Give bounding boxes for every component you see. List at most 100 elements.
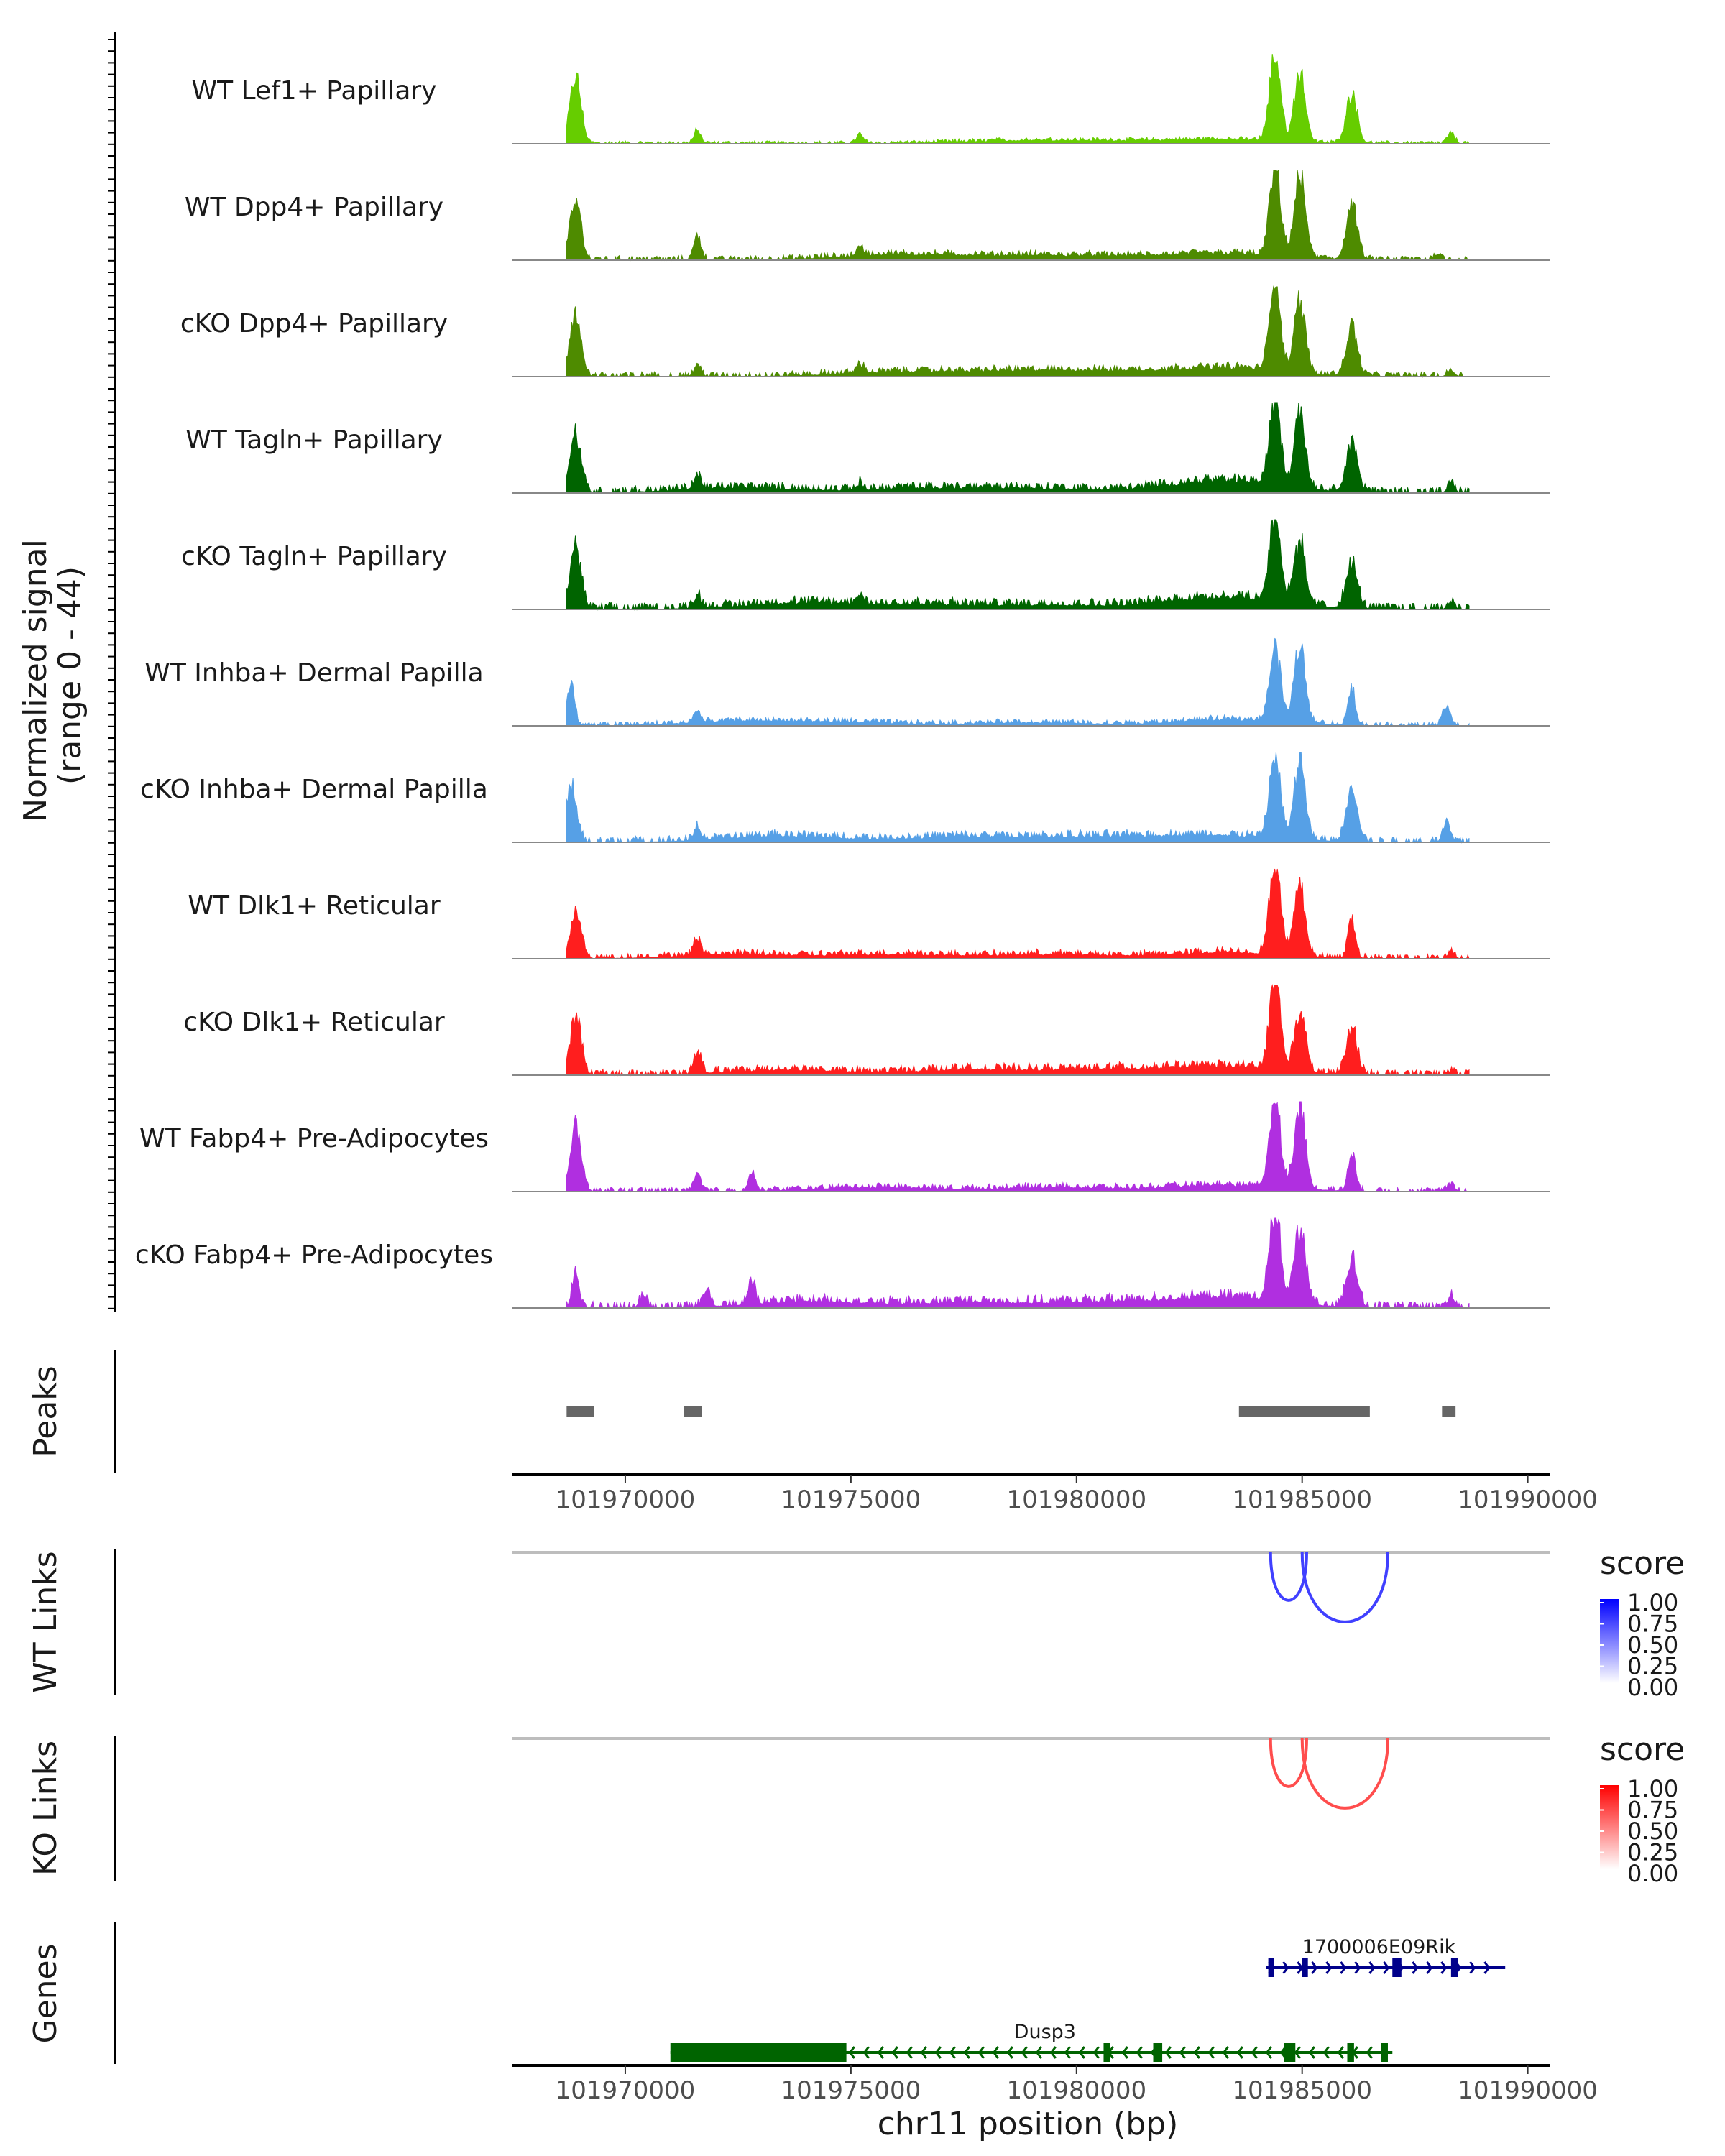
strand-chevron (1297, 1961, 1304, 1974)
coverage-track: WT Tagln+ Papillary (185, 402, 1550, 494)
coverage-area (566, 1101, 1469, 1193)
x-axis-tick-label: 101990000 (1458, 2076, 1598, 2105)
strand-chevron (1078, 2046, 1085, 2059)
peaks-panel: Peaks 101970000 101975000 101980000 1019850… (27, 1350, 1598, 1514)
peak-interval (1238, 1406, 1370, 1417)
gene-model: 1700006E09Rik (1266, 1936, 1506, 1977)
coverage-y-axis-title: Normalized signal (range 0 - 44) (17, 529, 88, 822)
gene-models: 1700006E09Rik Dusp3 (670, 1936, 1506, 2062)
coverage-track-label: cKO Dlk1+ Reticular (183, 1008, 445, 1037)
links-legend-tick-label: 1.00 (1627, 1589, 1678, 1616)
strand-chevron (1049, 2046, 1057, 2059)
coverage-track: WT Fabp4+ Pre-Adipocytes (139, 1101, 1550, 1193)
x-axis-tick-label: 101975000 (781, 2076, 921, 2105)
link-arc (1300, 1552, 1389, 1623)
links-legend-tick-label: 0.50 (1627, 1631, 1678, 1659)
x-axis-tick-label: 101970000 (556, 2076, 696, 2105)
strand-chevron (1337, 2046, 1344, 2059)
strand-chevron (1251, 2046, 1258, 2059)
link-arc (1300, 1738, 1389, 1810)
strand-chevron (906, 2046, 913, 2059)
coverage-track: WT Inhba+ Dermal Papilla (144, 637, 1550, 727)
coverage-track-label: cKO Fabp4+ Pre-Adipocytes (135, 1240, 493, 1270)
links-legend-colorbar (1600, 1785, 1619, 1869)
strand-chevron (1035, 2046, 1042, 2059)
gene-exon (1153, 2043, 1163, 2062)
strand-chevron (1368, 1961, 1376, 1974)
strand-chevron (1193, 2046, 1200, 2059)
x-axis-title: chr11 position (bp) (878, 2106, 1179, 2142)
coverage-track: WT Dlk1+ Reticular (188, 868, 1550, 960)
x-axis-tick-label: 101980000 (1006, 2076, 1146, 2105)
strand-chevron (1426, 1961, 1433, 1974)
links-panel-label: WT Links (27, 1551, 64, 1692)
genes-x-axis: 101970000 101975000 101980000 101985000 1019… (512, 2064, 1598, 2105)
peak-interval (684, 1406, 702, 1417)
links-legend-tick-label: 0.75 (1627, 1797, 1678, 1824)
peak-intervals (566, 1406, 1456, 1417)
strand-chevron (1265, 2046, 1272, 2059)
coverage-track-label: WT Fabp4+ Pre-Adipocytes (139, 1124, 489, 1153)
links-legend: score 1.000.750.500.250.00 (1600, 1545, 1685, 1701)
strand-chevron (1208, 2046, 1215, 2059)
coverage-area (566, 519, 1470, 611)
strand-chevron (1222, 2046, 1229, 2059)
links-panel: KO Links score 1.000.750.500.250.00 (27, 1731, 1685, 1887)
strand-chevron (1440, 1961, 1448, 1974)
strand-chevron (1311, 1961, 1318, 1974)
gene-exon (1268, 1958, 1274, 1977)
gene-exon (1450, 1958, 1458, 1977)
strand-chevron (963, 2046, 970, 2059)
coverage-track: WT Lef1+ Papillary (192, 54, 1550, 145)
coverage-area (566, 54, 1470, 145)
coverage-track-label: cKO Inhba+ Dermal Papilla (140, 775, 488, 804)
strand-chevron (1136, 2046, 1143, 2059)
strand-chevron (992, 2046, 999, 2059)
coverage-track-label: WT Tagln+ Papillary (185, 425, 443, 455)
x-axis-tick-label: 101980000 (1006, 1485, 1146, 1514)
gene-exon (670, 2043, 847, 2062)
gene-exon (1302, 1958, 1308, 1977)
strand-chevron (1236, 2046, 1243, 2059)
strand-chevron (1179, 2046, 1186, 2059)
links-legend: score 1.000.750.500.250.00 (1600, 1731, 1685, 1887)
strand-chevron (1121, 2046, 1128, 2059)
links-panel-label: KO Links (27, 1741, 64, 1876)
gene-model: Dusp3 (670, 2021, 1393, 2062)
strand-chevron (1484, 1961, 1491, 1974)
links-legend-tick-label: 1.00 (1627, 1775, 1678, 1802)
coverage-y-axis (108, 32, 116, 1312)
coverage-area (566, 752, 1470, 844)
coverage-y-axis-title-line2: (range 0 - 44) (52, 566, 88, 785)
coverage-track: cKO Dpp4+ Papillary (180, 285, 1550, 378)
peaks-panel-label: Peaks (27, 1365, 64, 1457)
genes-panel: Genes 1700006E09Rik Dusp3 101970000 101975… (27, 1922, 1598, 2142)
links-legend-tick-label: 0.25 (1627, 1839, 1678, 1866)
coverage-track: cKO Tagln+ Papillary (181, 519, 1550, 611)
strand-chevron (891, 2046, 898, 2059)
coverage-track-label: WT Dlk1+ Reticular (188, 891, 440, 921)
coverage-area (566, 1217, 1470, 1309)
strand-chevron (877, 2046, 884, 2059)
strand-chevron (1006, 2046, 1013, 2059)
links-panel: WT Links score 1.000.750.500.250.00 (27, 1545, 1685, 1701)
links-legend-title: score (1600, 1731, 1685, 1768)
x-axis-tick-label: 101985000 (1232, 1485, 1372, 1514)
links-legend-tick-label: 0.75 (1627, 1611, 1678, 1638)
links-legend-tick-label: 0.25 (1627, 1653, 1678, 1680)
strand-chevron (1322, 2046, 1330, 2059)
coverage-track-label: cKO Dpp4+ Papillary (180, 309, 448, 338)
gene-exon (1284, 2043, 1296, 2062)
strand-chevron (1383, 1961, 1390, 1974)
coverage-y-axis-title-line1: Normalized signal (17, 539, 54, 822)
links-legend-colorbar (1600, 1599, 1619, 1683)
strand-chevron (920, 2046, 927, 2059)
peaks-x-axis: 101970000 101975000 101980000 101985000 1019… (512, 1473, 1598, 1514)
coverage-area (566, 868, 1470, 960)
gene-exon (1381, 2043, 1388, 2062)
strand-chevron (949, 2046, 956, 2059)
links-legend-tick-label: 0.50 (1627, 1818, 1678, 1845)
strand-chevron (1021, 2046, 1028, 2059)
gene-name-label: Dusp3 (1014, 2021, 1076, 2043)
